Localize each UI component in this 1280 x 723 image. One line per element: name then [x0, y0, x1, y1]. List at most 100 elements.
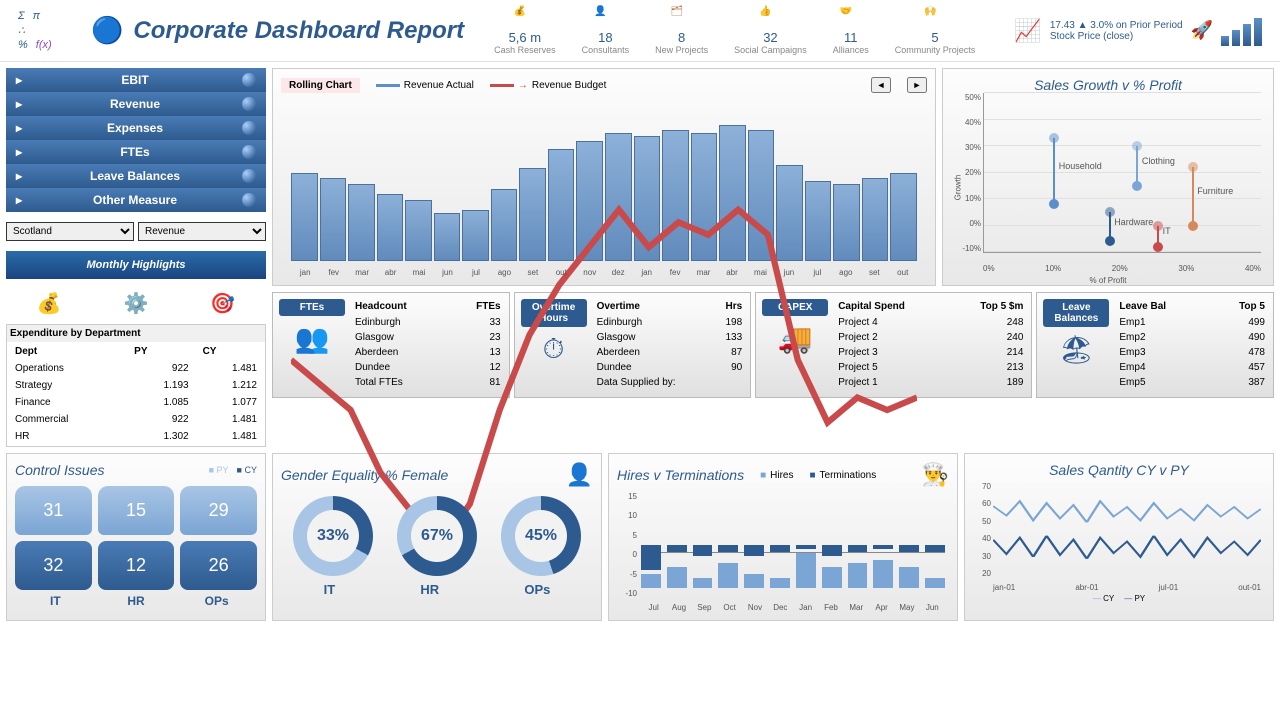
bar: [548, 149, 575, 261]
stock-chart-icon: 📈: [1014, 18, 1041, 44]
table-row: Finance1.0851.077: [9, 395, 263, 410]
nav-ebit[interactable]: EBIT: [6, 68, 266, 92]
leave balances-icon: 🏖: [1059, 333, 1095, 366]
bar: [776, 165, 803, 261]
kpi-cash-reserves: 💰5,6 mCash Reserves: [494, 6, 556, 55]
control-cy-pill: 32: [15, 541, 92, 590]
bar: [890, 173, 917, 261]
bar: [605, 133, 632, 261]
lollipop-hardware: [1109, 212, 1111, 241]
bar: [377, 194, 404, 261]
kpi-community-projects: 🙌5Community Projects: [895, 6, 976, 55]
legend-revenue-actual: Revenue Actual: [376, 80, 474, 91]
bar: [719, 125, 746, 261]
control-cy-pill: 26: [180, 541, 257, 590]
target-icon: 🎯: [210, 291, 235, 316]
capex-icon: 🚚: [778, 322, 813, 355]
bar: [662, 130, 689, 261]
control-py-pill: 29: [180, 486, 257, 535]
bar: [348, 184, 375, 261]
donut-hr: 67%: [397, 496, 477, 576]
bar: [519, 168, 546, 261]
dashboard-header: Σπ ∴ %f(x) 🔵 Corporate Dashboard Report …: [0, 0, 1280, 62]
overtime hours-icon: ⏱: [543, 333, 565, 366]
nav-expenses[interactable]: Expenses: [6, 116, 266, 140]
bar: [291, 173, 318, 261]
nav-ftes[interactable]: FTEs: [6, 140, 266, 164]
person-icon: 👤: [566, 462, 593, 488]
bar: [434, 213, 461, 261]
sales-quantity-panel: Sales Qantity CY v PY 203040506070 jan-0…: [964, 453, 1274, 621]
rolling-chart: janfevmarabrmaijunjulagosetoutnovdezjanf…: [281, 97, 927, 277]
hires-col: [667, 492, 687, 598]
control-cy-pill: 12: [98, 541, 175, 590]
control-py-pill: 31: [15, 486, 92, 535]
sales-quantity-chart: 203040506070 jan-01abr-01jul-01out-01: [973, 482, 1265, 592]
monthly-highlights-button[interactable]: Monthly Highlights: [6, 251, 266, 279]
hires-col: [744, 492, 764, 598]
measure-filter[interactable]: Revenue: [138, 222, 266, 241]
bar: [576, 141, 603, 261]
decorative-icons-row: 💰 ⚙️ 🎯: [6, 291, 266, 316]
money-bag-icon: 💰: [37, 291, 62, 316]
nav-revenue[interactable]: Revenue: [6, 92, 266, 116]
rolling-chart-title: Rolling Chart: [281, 78, 360, 93]
chart-next-button[interactable]: ►: [907, 77, 927, 93]
donut-ops: 45%: [501, 496, 581, 576]
table-row: Operations9221.481: [9, 361, 263, 376]
kpi-strip: 💰5,6 mCash Reserves 👤18Consultants 🗂8New P…: [494, 6, 975, 55]
bar: [833, 184, 860, 261]
hires-col: [718, 492, 738, 598]
hires-col: [822, 492, 842, 598]
region-filter[interactable]: Scotland: [6, 222, 134, 241]
rocket-icon: 🚀: [1191, 20, 1213, 41]
table-row: HR1.3021.481: [9, 429, 263, 444]
bar: [462, 210, 489, 261]
lollipop-clothing: [1136, 146, 1138, 186]
growth-bars-icon: [1221, 16, 1262, 46]
mascot-icon: 🔵: [91, 15, 123, 46]
bar: [862, 178, 889, 261]
bar: [805, 181, 832, 261]
table-row: Strategy1.1931.212: [9, 378, 263, 393]
lollipop-furniture: [1192, 167, 1194, 225]
kpi-social-campaigns: 👍32Social Campaigns: [734, 6, 807, 55]
control-py-pill: 15: [98, 486, 175, 535]
gears-icon: ⚙️: [124, 291, 149, 316]
stock-price-box: 📈 17.43 ▲ 3.0% on Prior Period Stock Pri…: [1014, 16, 1262, 46]
bar: [634, 136, 661, 261]
hires-col: [899, 492, 919, 598]
lollipop-it: [1157, 226, 1159, 247]
gender-equality-panel: Gender Equality % Female 👤 33%67%45% ITH…: [272, 453, 602, 621]
hires-chart: 151050-5-10 JulAugSepOctNovDecJanFebMarA…: [617, 492, 949, 612]
lollipop-household: [1053, 138, 1055, 204]
hires-col: [693, 492, 713, 598]
info-card-overtime-hours: Overtime Hours⏱OvertimeHrsEdinburgh198Gl…: [514, 292, 752, 398]
bar: [320, 178, 347, 261]
info-card-ftes: FTEs👥HeadcountFTEsEdinburgh33Glasgow23Ab…: [272, 292, 510, 398]
kpi-consultants: 👤18Consultants: [582, 6, 630, 55]
bar: [405, 200, 432, 261]
bar: [491, 189, 518, 261]
sales-growth-chart: -10%0%10%20%30%40%50% Growth HouseholdHa…: [951, 93, 1265, 273]
bar: [691, 133, 718, 261]
expenditure-table: Expenditure by Department DeptPYCYOperat…: [6, 324, 266, 447]
hires-col: [641, 492, 661, 598]
hires-col: [770, 492, 790, 598]
kpi-new-projects: 🗂8New Projects: [655, 6, 708, 55]
nav-other-measure[interactable]: Other Measure: [6, 188, 266, 212]
ftes-icon: 👥: [295, 322, 330, 355]
donut-it: 33%: [293, 496, 373, 576]
growth-y-label: Growth: [953, 175, 962, 201]
growth-x-label: % of Profit: [1090, 276, 1127, 285]
math-symbols-block: Σπ ∴ %f(x): [18, 10, 73, 51]
chart-prev-button[interactable]: ◄: [871, 77, 891, 93]
info-card-capex: CAPEX🚚Capital SpendTop 5 $mProject 4248P…: [755, 292, 1032, 398]
sidebar: EBITRevenueExpensesFTEsLeave BalancesOth…: [6, 68, 266, 447]
kpi-alliances: 🤝11Alliances: [833, 6, 869, 55]
nav-leave-balances[interactable]: Leave Balances: [6, 164, 266, 188]
sales-growth-panel: Sales Growth v % Profit -10%0%10%20%30%4…: [942, 68, 1274, 286]
info-card-leave-balances: Leave Balances🏖Leave BalTop 5Emp1499Emp2…: [1036, 292, 1274, 398]
hires-col: [925, 492, 945, 598]
chef-icon: 👨‍🍳: [922, 462, 949, 488]
